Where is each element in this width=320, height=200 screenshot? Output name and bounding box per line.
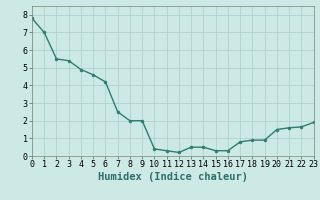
X-axis label: Humidex (Indice chaleur): Humidex (Indice chaleur) — [98, 172, 248, 182]
